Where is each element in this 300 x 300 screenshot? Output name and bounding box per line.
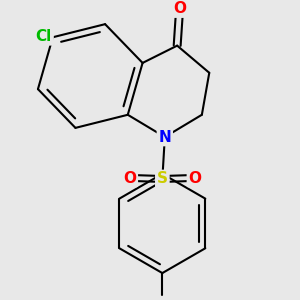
Text: O: O	[123, 170, 136, 185]
Text: O: O	[188, 170, 201, 185]
Text: N: N	[158, 130, 171, 145]
Text: S: S	[157, 172, 168, 187]
Text: O: O	[173, 1, 186, 16]
Text: Cl: Cl	[36, 29, 52, 44]
